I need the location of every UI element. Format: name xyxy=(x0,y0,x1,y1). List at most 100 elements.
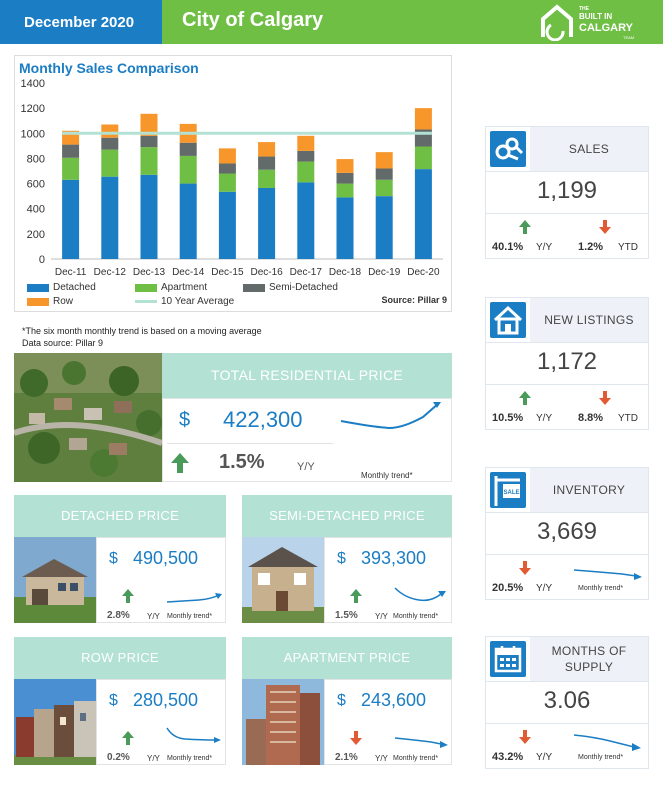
divider xyxy=(486,342,648,343)
inventory-card: SALE INVENTORY 3,669 20.5% Y/Y Monthly t… xyxy=(485,467,649,600)
sales-card: SALES 1,199 40.1% Y/Y 1.2% YTD xyxy=(485,126,649,259)
bar-segment-semi-detached xyxy=(297,150,315,162)
row-price-body: $ 280,500 0.2% Y/Y Monthly trend* xyxy=(96,679,226,765)
arrow-down-icon xyxy=(599,391,611,405)
bar-segment-detached xyxy=(375,196,393,259)
house-glyph xyxy=(493,305,523,335)
apartment-trend-sparkline xyxy=(394,737,448,748)
total-price-value: 422,300 xyxy=(223,407,303,432)
chart-plot: 0 200 400 600 800 1000 1200 1400 Dec-11 Dec-12 Dec… xyxy=(21,78,443,278)
arrow-up-icon xyxy=(350,589,362,603)
bar-segment-semi-detached xyxy=(258,156,276,170)
bar-segment-semi-detached xyxy=(375,168,393,180)
legend-detached: Detached xyxy=(27,282,96,293)
calendar-glyph xyxy=(494,646,522,673)
total-currency: $ xyxy=(179,409,191,431)
bar-segment-row xyxy=(375,152,393,169)
divider xyxy=(486,723,648,724)
total-pct: 1.5% xyxy=(219,451,265,473)
total-yy-label: Y/Y xyxy=(297,461,315,473)
months-of-supply-card: MONTHS OF SUPPLY 3.06 43.2% Y/Y Monthly … xyxy=(485,636,649,769)
bar-segment-apartment xyxy=(336,183,354,198)
months-of-supply-value: 3.06 xyxy=(543,687,591,714)
inventory-yy-pct: 20.5% xyxy=(492,582,524,594)
arrow-down-icon xyxy=(599,220,611,234)
row-trend-label: Monthly trend* xyxy=(167,755,213,762)
detached-currency: $ xyxy=(109,550,118,567)
keys-glyph xyxy=(495,137,524,161)
detached-yy-label: Y/Y xyxy=(147,612,160,621)
divider xyxy=(486,171,648,172)
x-tick-label: Dec-19 xyxy=(368,267,401,278)
logo-line-2: BUILT IN xyxy=(579,12,613,21)
city-title: City of Calgary xyxy=(182,9,324,31)
x-tick-label: Dec-16 xyxy=(250,267,283,278)
apartment-currency: $ xyxy=(337,692,346,709)
bar-segment-apartment xyxy=(140,147,158,175)
y-tick-label: 400 xyxy=(27,204,45,216)
detached-trend-sparkline xyxy=(166,593,222,603)
divider xyxy=(486,681,648,682)
bar-segment-row xyxy=(140,113,158,136)
detached-pct: 2.8% xyxy=(107,610,130,621)
inventory-value: 3,669 xyxy=(536,518,598,545)
months-of-supply-trend-label: Monthly trend* xyxy=(578,754,624,761)
bar-segment-apartment xyxy=(218,173,236,192)
row-currency: $ xyxy=(109,692,118,709)
sales-title: SALES xyxy=(530,127,648,171)
arrow-down-icon xyxy=(519,561,531,575)
brand-logo: THE BUILT IN CALGARY TEAM xyxy=(539,3,649,42)
bar-segment-detached xyxy=(258,187,276,259)
new-listings-ytd-label: YTD xyxy=(618,413,638,424)
aerial-neighbourhood-photo xyxy=(14,353,162,482)
bar-segment-row xyxy=(258,142,276,157)
y-tick-label: 800 xyxy=(27,153,45,165)
new-listings-yy-label: Y/Y xyxy=(536,413,553,424)
sales-ytd-label: YTD xyxy=(618,242,638,253)
for-sale-glyph: SALE xyxy=(494,476,520,506)
data-source-note: Data source: Pillar 9 xyxy=(22,338,104,348)
bar-segment-detached xyxy=(297,182,315,259)
apartment-price-header: APARTMENT PRICE xyxy=(242,637,452,679)
bar-segment-detached xyxy=(62,179,80,259)
bar-segment-row xyxy=(218,148,236,164)
total-price-header: TOTAL RESIDENTIAL PRICE xyxy=(162,353,452,398)
arrow-up-icon xyxy=(122,589,134,603)
bar-segment-row xyxy=(101,124,119,138)
legend-label: 10 Year Average xyxy=(161,296,235,307)
semi-detached-price-header: SEMI-DETACHED PRICE xyxy=(242,495,452,537)
row-price-header: ROW PRICE xyxy=(14,637,226,679)
sales-ytd-pct: 1.2% xyxy=(578,241,604,253)
total-trend-label: Monthly trend* xyxy=(361,471,413,480)
sales-comparison-chart: Monthly Sales Comparison 0 200 400 600 800 10… xyxy=(14,55,452,312)
city-banner: City of Calgary THE BUILT IN CALGARY TEA… xyxy=(162,0,663,44)
total-trend-sparkline xyxy=(340,402,441,430)
apartment-price-body: $ 243,600 2.1% Y/Y Monthly trend* xyxy=(324,679,452,765)
arrow-up-icon xyxy=(122,731,134,745)
for-sale-sign-icon: SALE xyxy=(490,472,526,508)
bar-segment-semi-detached xyxy=(140,135,158,148)
arrow-up-icon xyxy=(519,391,531,405)
bar-segment-apartment xyxy=(375,179,393,197)
sales-yy-label: Y/Y xyxy=(536,242,553,253)
legend-swatch xyxy=(243,283,265,292)
bar-segment-semi-detached xyxy=(336,172,354,184)
logo-line-1: THE xyxy=(579,6,589,12)
y-tick-label: 600 xyxy=(27,179,45,191)
date-banner: December 2020 xyxy=(0,0,162,44)
row-house-photo xyxy=(14,679,96,765)
x-tick-label: Dec-17 xyxy=(290,267,323,278)
report-date: December 2020 xyxy=(24,13,135,31)
months-of-supply-yy-pct: 43.2% xyxy=(492,751,524,763)
semi-detached-price-value: 393,300 xyxy=(361,548,427,568)
bar-segment-semi-detached xyxy=(101,137,119,150)
bar-segment-detached xyxy=(218,191,236,259)
detached-price-body: $ 490,500 2.8% Y/Y Monthly trend* xyxy=(96,537,226,623)
bar-segment-apartment xyxy=(101,149,119,177)
legend-label: Row xyxy=(53,296,74,307)
legend-swatch xyxy=(135,300,157,303)
semi-detached-yy-label: Y/Y xyxy=(375,612,388,621)
bar-segment-semi-detached xyxy=(62,144,80,158)
total-price-body: $ 422,300 1.5% Y/Y Monthly trend* xyxy=(162,398,452,482)
apartment-yy-label: Y/Y xyxy=(375,754,388,763)
